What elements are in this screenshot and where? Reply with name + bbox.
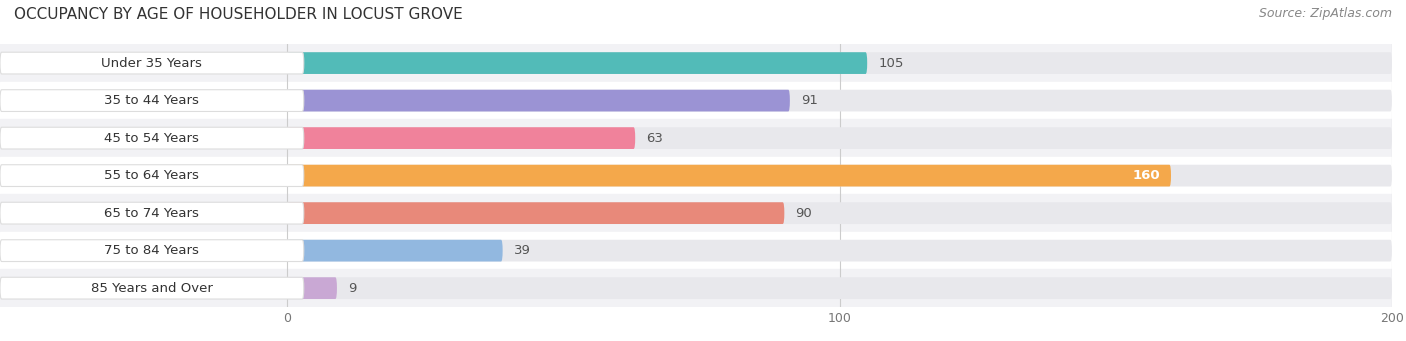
Text: Source: ZipAtlas.com: Source: ZipAtlas.com (1258, 7, 1392, 20)
FancyBboxPatch shape (287, 277, 1392, 299)
Bar (0, 269, 1392, 307)
FancyBboxPatch shape (0, 277, 304, 299)
FancyBboxPatch shape (0, 127, 304, 149)
Bar (0, 44, 1392, 82)
FancyBboxPatch shape (287, 165, 1392, 187)
FancyBboxPatch shape (287, 240, 503, 262)
FancyBboxPatch shape (287, 240, 1392, 262)
Text: 90: 90 (796, 207, 813, 220)
FancyBboxPatch shape (287, 90, 790, 112)
Bar (0, 157, 1392, 194)
Text: 91: 91 (801, 94, 818, 107)
FancyBboxPatch shape (0, 165, 304, 187)
FancyBboxPatch shape (287, 202, 1392, 224)
FancyBboxPatch shape (287, 165, 1171, 187)
FancyBboxPatch shape (0, 90, 304, 112)
Text: OCCUPANCY BY AGE OF HOUSEHOLDER IN LOCUST GROVE: OCCUPANCY BY AGE OF HOUSEHOLDER IN LOCUS… (14, 7, 463, 22)
Text: 35 to 44 Years: 35 to 44 Years (104, 94, 200, 107)
Text: 75 to 84 Years: 75 to 84 Years (104, 244, 200, 257)
Text: 55 to 64 Years: 55 to 64 Years (104, 169, 200, 182)
FancyBboxPatch shape (287, 127, 1392, 149)
FancyBboxPatch shape (287, 202, 785, 224)
FancyBboxPatch shape (287, 52, 868, 74)
Text: 45 to 54 Years: 45 to 54 Years (104, 132, 200, 145)
Bar (0, 82, 1392, 119)
Text: 39: 39 (513, 244, 530, 257)
Text: 160: 160 (1132, 169, 1160, 182)
Bar (0, 119, 1392, 157)
Text: 9: 9 (349, 282, 356, 295)
FancyBboxPatch shape (287, 277, 337, 299)
Bar (0, 232, 1392, 269)
Bar (0, 194, 1392, 232)
FancyBboxPatch shape (0, 52, 304, 74)
Text: 85 Years and Over: 85 Years and Over (91, 282, 212, 295)
Text: 65 to 74 Years: 65 to 74 Years (104, 207, 200, 220)
FancyBboxPatch shape (287, 127, 636, 149)
FancyBboxPatch shape (0, 202, 304, 224)
FancyBboxPatch shape (287, 90, 1392, 112)
Text: 105: 105 (879, 57, 904, 70)
Text: 63: 63 (647, 132, 664, 145)
FancyBboxPatch shape (0, 240, 304, 262)
FancyBboxPatch shape (287, 52, 1392, 74)
Text: Under 35 Years: Under 35 Years (101, 57, 202, 70)
